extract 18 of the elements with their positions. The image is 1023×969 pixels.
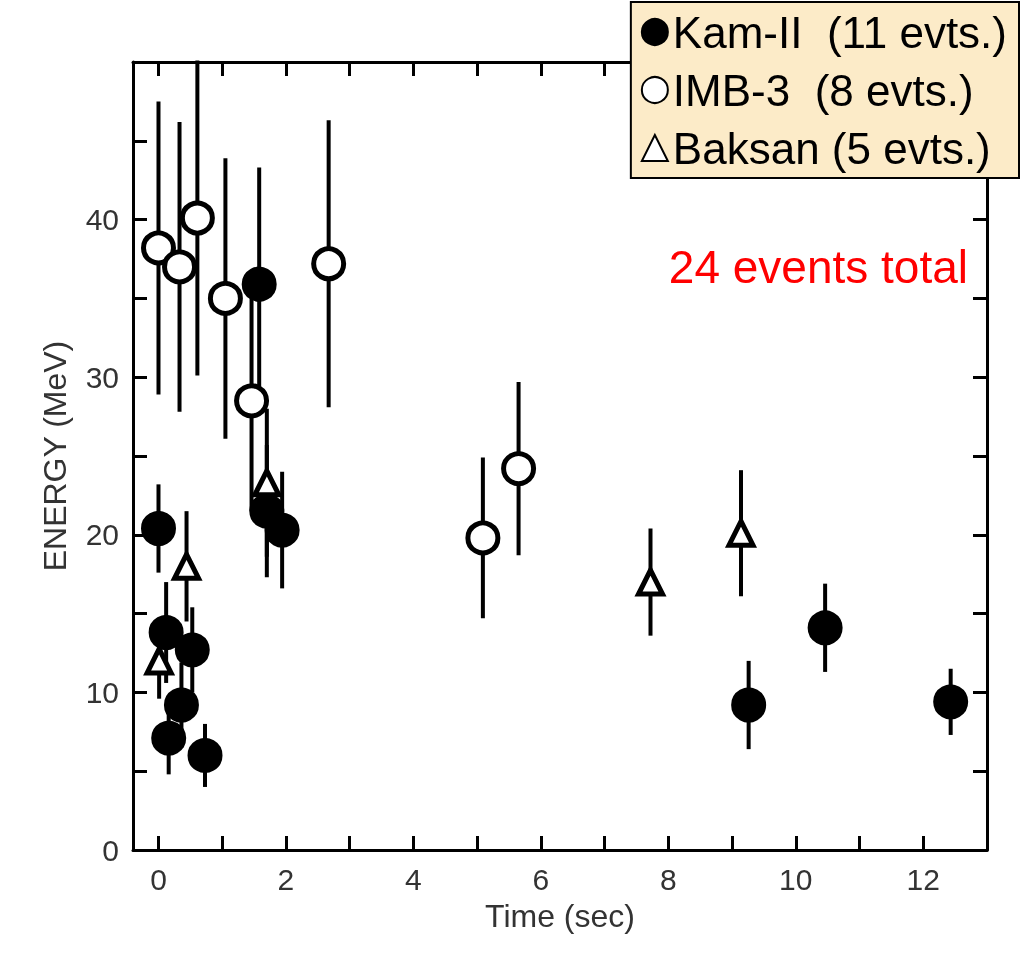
legend-label: IMB-3 (8 evts.) bbox=[672, 65, 974, 115]
y-tick-label: 10 bbox=[85, 675, 119, 709]
y-tick-label: 20 bbox=[85, 518, 119, 552]
x-tick-label: 0 bbox=[150, 862, 167, 896]
annotation: 24 events total bbox=[668, 241, 968, 293]
x-tick-label: 12 bbox=[906, 862, 940, 896]
y-tick-label: 0 bbox=[102, 833, 119, 867]
x-axis-title: Time (sec) bbox=[485, 898, 635, 934]
y-tick-label: 40 bbox=[85, 203, 119, 237]
legend-label: Baksan (5 evts.) bbox=[672, 123, 991, 173]
x-tick-label: 2 bbox=[277, 862, 295, 896]
y-axis-title: ENERGY (MeV) bbox=[37, 340, 73, 572]
y-tick-label: 30 bbox=[85, 360, 119, 394]
legend-label: Kam-II (11 evts.) bbox=[672, 7, 1008, 57]
x-tick-label: 4 bbox=[405, 862, 422, 896]
x-tick-label: 8 bbox=[660, 862, 677, 896]
x-tick-label: 6 bbox=[532, 862, 550, 896]
x-tick-label: 10 bbox=[779, 862, 813, 896]
